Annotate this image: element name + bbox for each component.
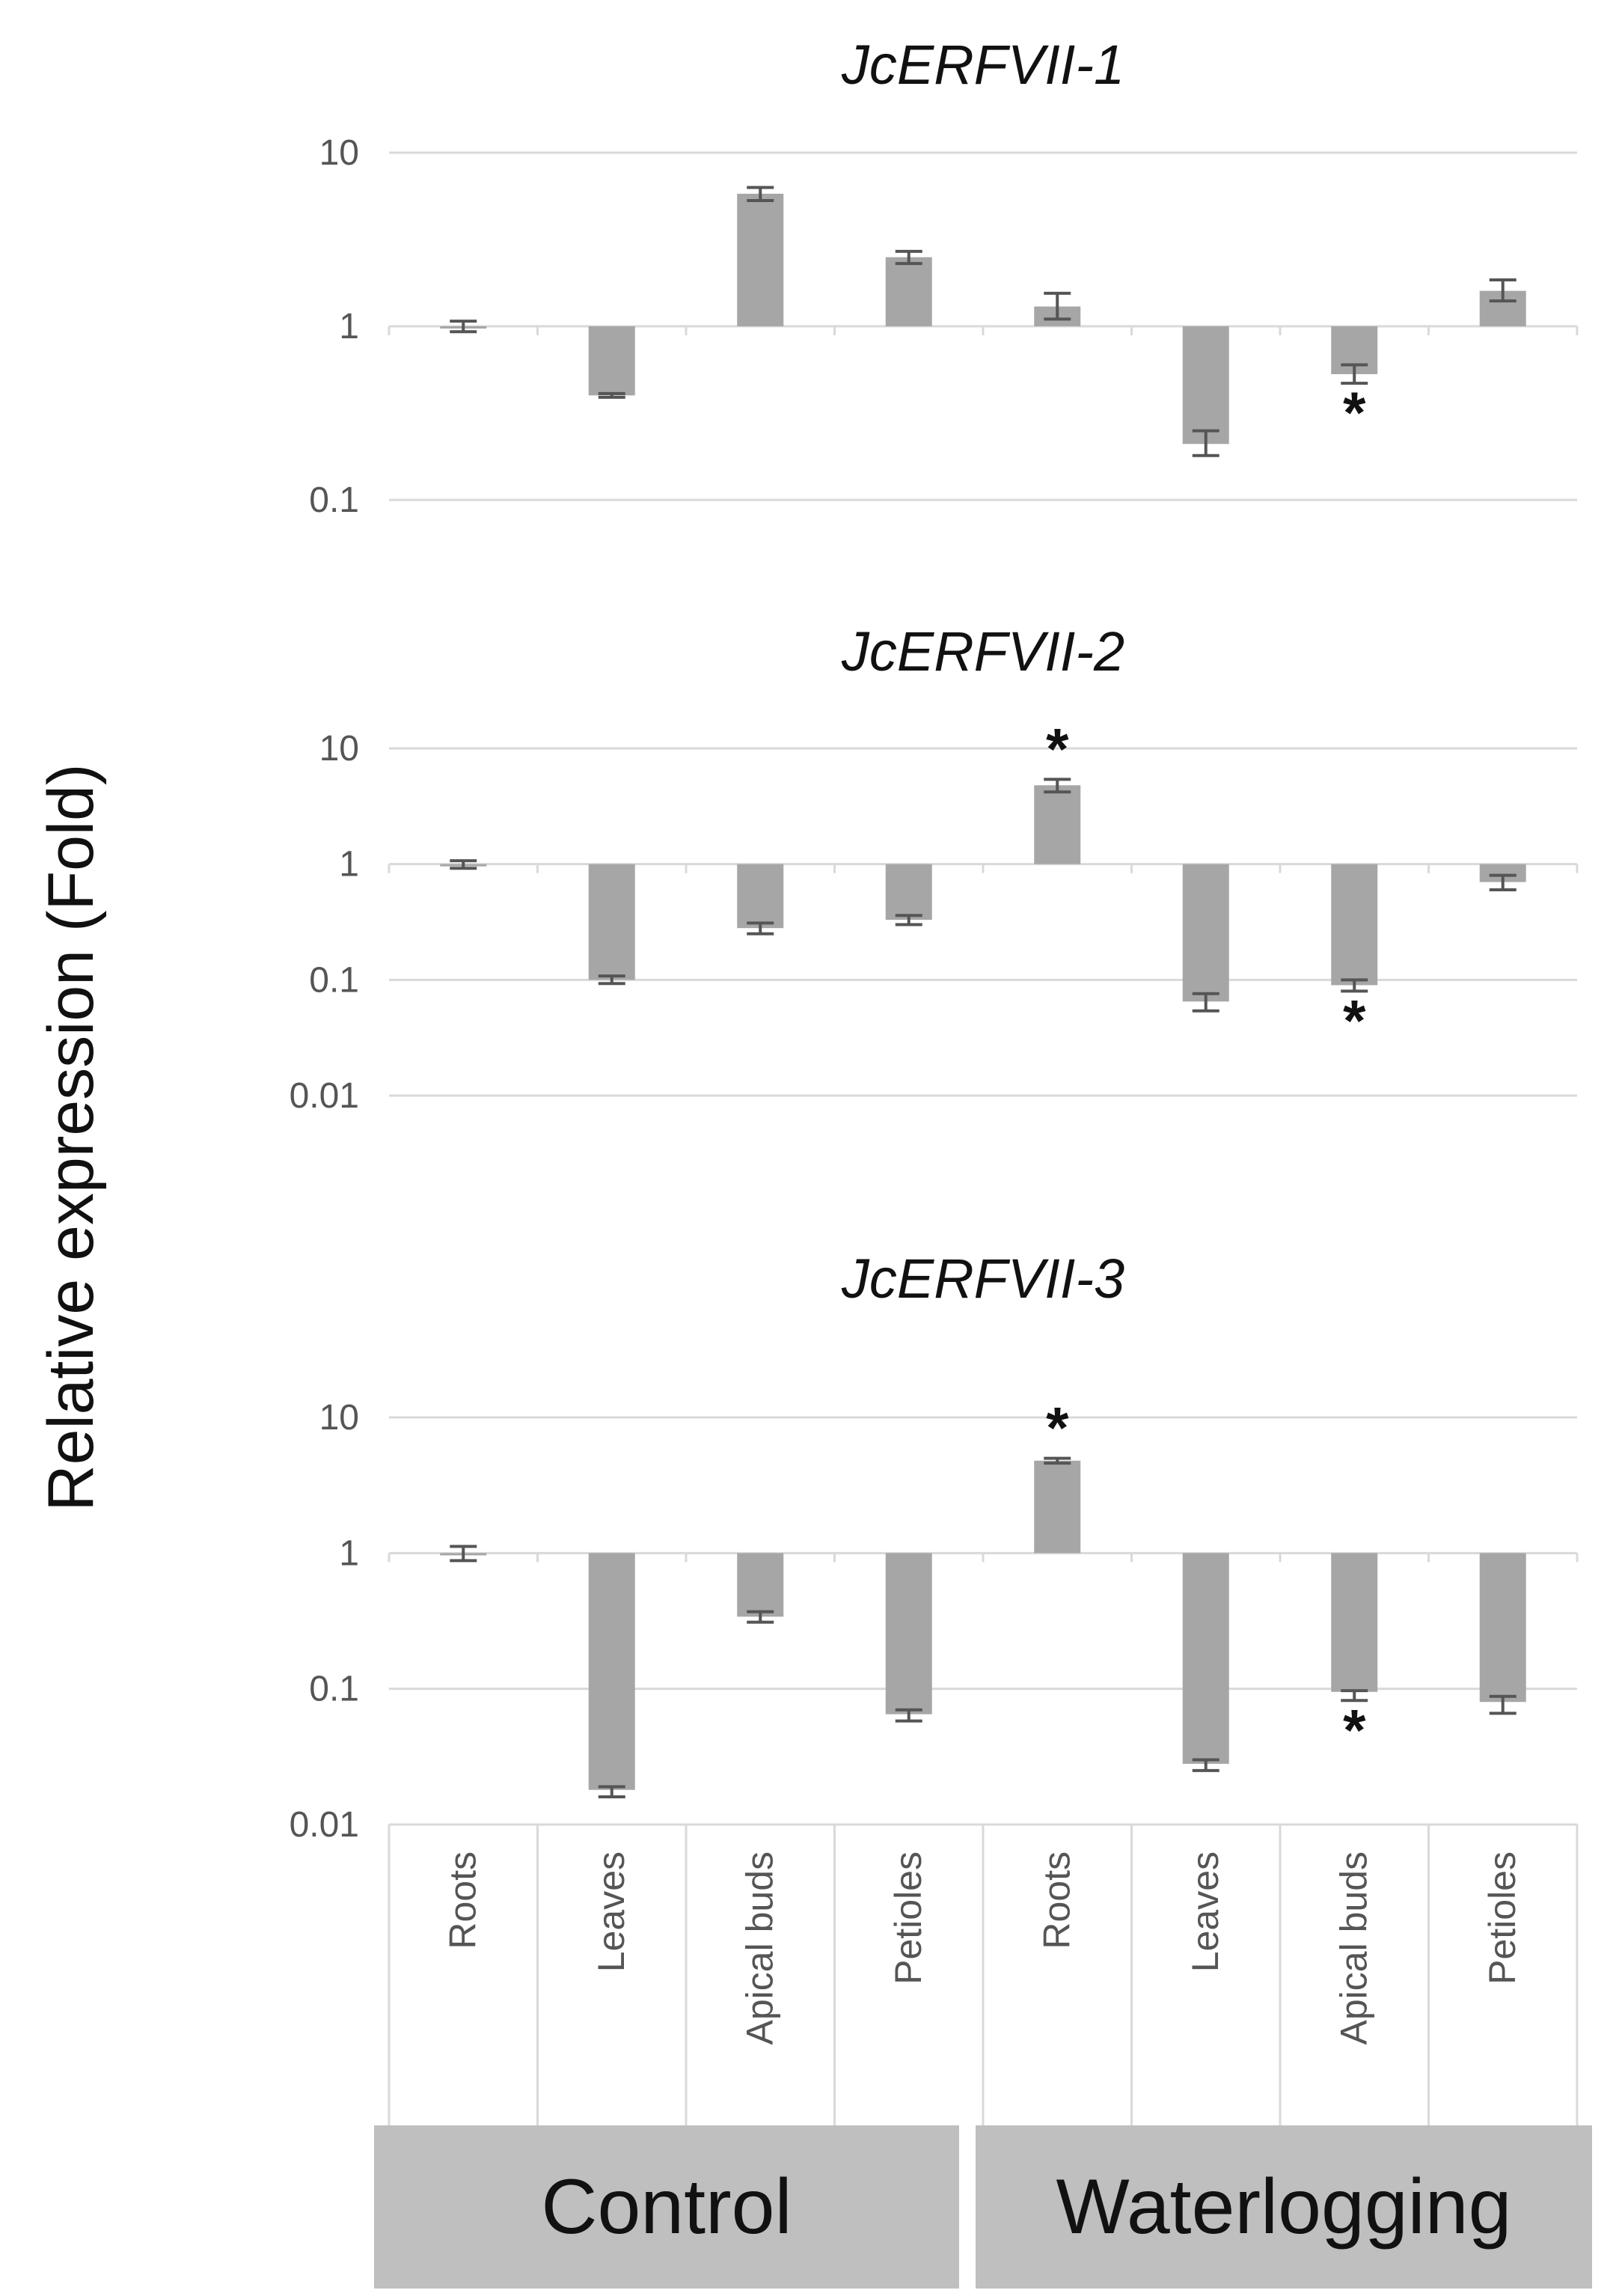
bar [737,1553,784,1617]
y-tick-label: 0.1 [309,1670,359,1709]
error-bar [450,1545,477,1563]
bar [1331,864,1378,986]
bar [885,864,932,920]
significance-marker: * [1343,379,1366,445]
bar [1182,864,1229,1002]
panel-title: JcERFVII-1 [841,34,1124,96]
error-bar [598,974,625,986]
bar [1479,1553,1526,1703]
error-bar [1192,992,1219,1013]
bar [588,326,635,396]
error-bar [895,249,922,266]
panel-3: JcERFVII-3 10 1 0.1 0.01 * * [290,1248,1579,1845]
y-tick-label: 0.1 [309,960,359,1000]
bar [588,1553,635,1790]
category-label: Apical buds [1332,1851,1374,2045]
error-bar [1341,363,1368,385]
category-label: Leaves [590,1851,632,1972]
error-bar [1044,778,1071,794]
error-bar [1341,978,1368,993]
error-bar [747,921,774,935]
panel-1: JcERFVII-1 10 1 0.1 * [309,34,1579,520]
error-bar [450,320,477,334]
category-label: Leaves [1184,1851,1226,1972]
bar [885,1553,932,1715]
bar [1182,1553,1229,1764]
error-bar [1489,278,1516,303]
bar [737,193,784,326]
error-bar [598,1785,625,1798]
group-label-box: Control [374,2125,959,2289]
bar [885,257,932,326]
panel-title: JcERFVII-2 [841,620,1124,683]
error-bar [1489,1694,1516,1715]
error-bar [1192,1758,1219,1772]
y-tick-label: 0.01 [290,1076,359,1116]
chart-panels: JcERFVII-11010.1*JcERFVII-21010.10.01**J… [290,34,1579,1845]
y-tick-label: 10 [319,729,359,769]
significance-marker: * [1046,1395,1069,1461]
bar [1479,864,1526,882]
y-tick-label: 1 [339,307,359,346]
significance-marker: * [1343,1697,1366,1762]
bar [1331,1553,1378,1692]
group-label-box: Waterlogging [976,2125,1592,2289]
error-bar [895,1708,922,1723]
y-tick-label: 1 [339,1533,359,1573]
error-bar [747,1610,774,1624]
bar [588,864,635,980]
category-label: Roots [441,1851,483,1950]
group-label: Waterlogging [1056,2164,1512,2250]
y-axis-label: Relative expression (Fold) [35,764,107,1512]
y-tick-label: 1 [339,845,359,885]
category-label: Petioles [1481,1851,1523,1985]
y-tick-label: 10 [319,133,359,173]
error-bar [895,914,922,926]
error-bar [450,859,477,870]
significance-marker: * [1046,715,1069,781]
y-tick-label: 0.01 [290,1805,359,1845]
significance-marker: * [1343,987,1366,1053]
panel-2: JcERFVII-2 10 1 0.1 0.01 * * [290,620,1579,1116]
bar [1182,326,1229,445]
y-tick-label: 10 [319,1398,359,1438]
error-bar [1341,1689,1368,1703]
group-box-background [976,2125,1592,2289]
error-bar [1192,429,1219,457]
group-box-background [374,2125,959,2289]
bar [737,864,784,929]
error-bar [1489,873,1516,891]
bar [1034,1460,1081,1554]
y-tick-label: 0.1 [309,480,359,520]
error-bar [747,186,774,202]
category-label: Roots [1035,1851,1077,1950]
bar [1034,785,1081,864]
category-label: Petioles [887,1851,929,1985]
category-label: Apical buds [738,1851,780,2045]
error-bar [598,391,625,399]
error-bar [1044,291,1071,321]
panel-title: JcERFVII-3 [841,1248,1124,1310]
group-label: Control [541,2164,792,2250]
category-axis-box: Roots Leaves Apical buds Petioles Roots Leave… [374,1825,1592,2289]
error-bar [1044,1456,1071,1465]
